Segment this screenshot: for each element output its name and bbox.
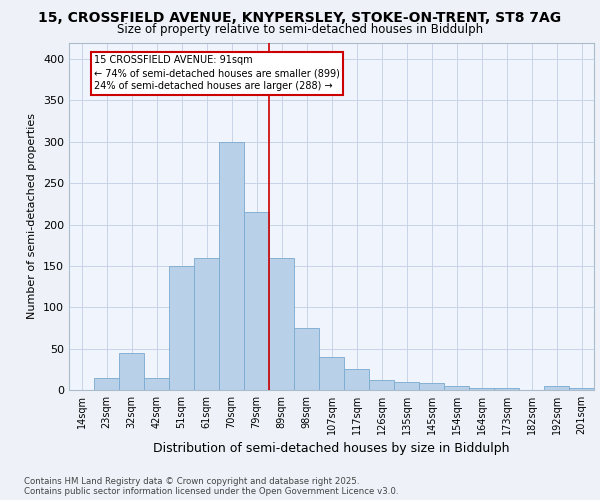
X-axis label: Distribution of semi-detached houses by size in Biddulph: Distribution of semi-detached houses by … <box>153 442 510 456</box>
Bar <box>269 258 294 390</box>
Text: Size of property relative to semi-detached houses in Biddulph: Size of property relative to semi-detach… <box>117 22 483 36</box>
Bar <box>544 386 569 390</box>
Bar <box>194 258 219 390</box>
Text: 15 CROSSFIELD AVENUE: 91sqm
← 74% of semi-detached houses are smaller (899)
24% : 15 CROSSFIELD AVENUE: 91sqm ← 74% of sem… <box>94 55 340 92</box>
Text: Contains public sector information licensed under the Open Government Licence v3: Contains public sector information licen… <box>24 487 398 496</box>
Bar <box>419 384 444 390</box>
Bar <box>394 382 419 390</box>
Bar <box>494 388 519 390</box>
Bar <box>244 212 269 390</box>
Bar <box>144 378 169 390</box>
Text: 15, CROSSFIELD AVENUE, KNYPERSLEY, STOKE-ON-TRENT, ST8 7AG: 15, CROSSFIELD AVENUE, KNYPERSLEY, STOKE… <box>38 11 562 25</box>
Y-axis label: Number of semi-detached properties: Number of semi-detached properties <box>28 114 37 320</box>
Bar <box>469 388 494 390</box>
Bar <box>369 380 394 390</box>
Bar <box>444 386 469 390</box>
Bar <box>169 266 194 390</box>
Bar <box>219 142 244 390</box>
Bar <box>569 388 594 390</box>
Bar <box>344 370 369 390</box>
Bar <box>294 328 319 390</box>
Bar <box>319 357 344 390</box>
Bar <box>119 353 144 390</box>
Text: Contains HM Land Registry data © Crown copyright and database right 2025.: Contains HM Land Registry data © Crown c… <box>24 478 359 486</box>
Bar <box>94 378 119 390</box>
